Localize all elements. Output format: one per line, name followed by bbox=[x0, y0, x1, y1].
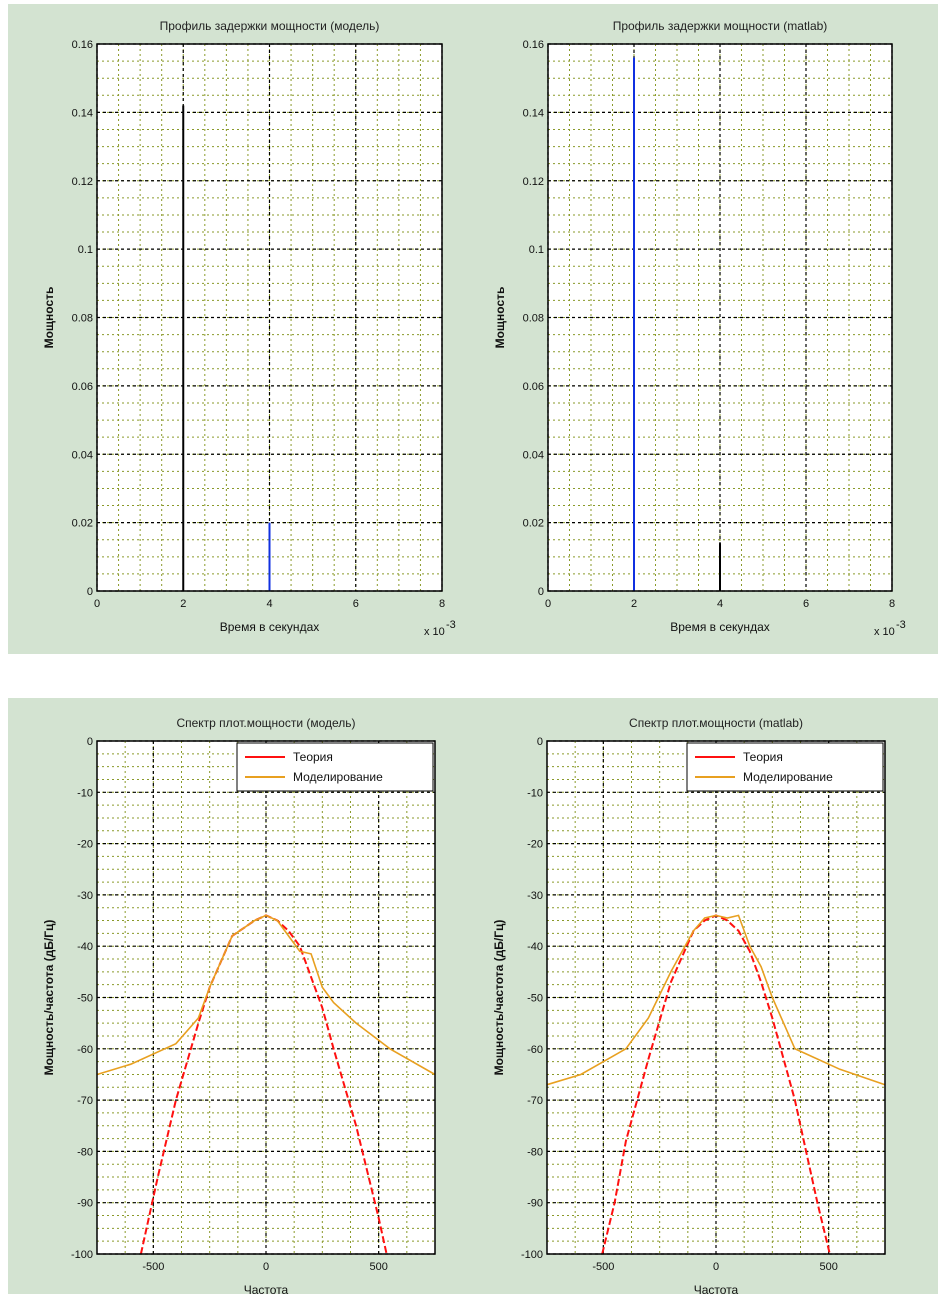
x-tick-label: 6 bbox=[353, 598, 359, 610]
y-tick-label: 0.1 bbox=[78, 244, 93, 256]
chart-3: 0 -10 -20 -30 -40 -50 -60 -70 -80 -90 -100 -500 0 500… bbox=[42, 716, 436, 1297]
x-tick-label: 8 bbox=[889, 598, 895, 610]
x-axis-label: Частота bbox=[694, 1283, 739, 1297]
legend-label-2: Моделирование bbox=[293, 770, 383, 784]
y-tick-label: 0.06 bbox=[523, 381, 544, 393]
series-line-2 bbox=[546, 914, 886, 1086]
y-tick-label: 0.02 bbox=[72, 518, 93, 530]
legend-box bbox=[236, 742, 434, 792]
y-axis-label: Мощность bbox=[493, 287, 507, 349]
x-tick-label: 500 bbox=[369, 1261, 387, 1273]
legend-box bbox=[686, 742, 884, 792]
y-tick-label: -80 bbox=[77, 1146, 93, 1158]
y-tick-label: 0.02 bbox=[523, 518, 544, 530]
y-tick-label: -80 bbox=[527, 1146, 543, 1158]
x-tick-label: 0 bbox=[545, 598, 551, 610]
x-tick-label: 4 bbox=[717, 598, 723, 610]
y-tick-label: -20 bbox=[527, 839, 543, 851]
x-tick-label: 2 bbox=[180, 598, 186, 610]
y-tick-label: 0 bbox=[87, 736, 93, 748]
x-tick-label: 0 bbox=[94, 598, 100, 610]
y-tick-label: 0.16 bbox=[72, 39, 93, 51]
y-tick-label: 0.06 bbox=[72, 381, 93, 393]
data-marks bbox=[182, 105, 271, 591]
y-tick-label: -100 bbox=[71, 1249, 93, 1261]
y-tick-label: -10 bbox=[527, 787, 543, 799]
legend: Теория Моделирование bbox=[236, 742, 434, 792]
y-tick-label: -10 bbox=[77, 787, 93, 799]
y-tick-label: 0.04 bbox=[523, 449, 544, 461]
x-axis-label: Время в секундах bbox=[670, 620, 770, 634]
x-multiplier-exponent: -3 bbox=[446, 619, 456, 631]
y-tick-label: 0 bbox=[87, 586, 93, 598]
series-line-1 bbox=[601, 914, 831, 1255]
data-marks bbox=[633, 57, 721, 591]
y-tick-label: -50 bbox=[77, 993, 93, 1005]
legend-label-1: Теория bbox=[743, 750, 783, 764]
y-tick-label: -60 bbox=[527, 1044, 543, 1056]
y-tick-label: 0.14 bbox=[72, 107, 93, 119]
y-tick-label: -30 bbox=[77, 890, 93, 902]
x-tick-label: 8 bbox=[439, 598, 445, 610]
data-marks bbox=[96, 914, 436, 1255]
x-tick-label: -500 bbox=[142, 1261, 164, 1273]
chart-title: Спектр плот.мощности (модель) bbox=[176, 716, 355, 730]
y-tick-label: -90 bbox=[77, 1198, 93, 1210]
axes-frame bbox=[96, 43, 443, 592]
axes-frame bbox=[96, 740, 436, 1255]
y-tick-label: 0.14 bbox=[523, 107, 544, 119]
x-multiplier: x 10 bbox=[424, 626, 445, 638]
y-tick-label: -30 bbox=[527, 890, 543, 902]
chart-title: Профиль задержки мощности (matlab) bbox=[613, 19, 828, 33]
y-tick-label: 0 bbox=[537, 736, 543, 748]
x-multiplier-exponent: -3 bbox=[896, 619, 906, 631]
chart-title: Спектр плот.мощности (matlab) bbox=[629, 716, 803, 730]
y-tick-label: 0.12 bbox=[523, 176, 544, 188]
legend-label-1: Теория bbox=[293, 750, 333, 764]
axes-frame bbox=[546, 740, 886, 1255]
x-axis-label: Частота bbox=[244, 1283, 289, 1297]
legend: Теория Моделирование bbox=[686, 742, 884, 792]
y-tick-label: 0 bbox=[538, 586, 544, 598]
y-tick-label: -20 bbox=[77, 839, 93, 851]
y-tick-label: -40 bbox=[527, 941, 543, 953]
y-axis-label: Мощность bbox=[42, 287, 56, 349]
y-tick-label: -50 bbox=[527, 993, 543, 1005]
x-axis-label: Время в секундах bbox=[220, 620, 320, 634]
chart-4: 0 -10 -20 -30 -40 -50 -60 -70 -80 -90 -100 -500 0 500… bbox=[492, 716, 886, 1297]
series-line-2 bbox=[96, 914, 436, 1076]
y-tick-label: 0.16 bbox=[523, 39, 544, 51]
x-tick-label: 0 bbox=[713, 1261, 719, 1273]
y-tick-label: 0.04 bbox=[72, 449, 93, 461]
y-axis-label: Мощность/частота (дБ/Гц) bbox=[492, 920, 506, 1076]
y-axis-label: Мощность/частота (дБ/Гц) bbox=[42, 920, 56, 1076]
legend-label-2: Моделирование bbox=[743, 770, 833, 784]
y-tick-label: -90 bbox=[527, 1198, 543, 1210]
y-tick-label: 0.08 bbox=[523, 313, 544, 325]
x-multiplier: x 10 bbox=[874, 626, 895, 638]
chart-1: 0 0.02 0.04 0.06 0.08 0.1 0.12 0.14 0.16 0 2 4 6 8 Про… bbox=[42, 19, 456, 638]
y-tick-label: -70 bbox=[527, 1095, 543, 1107]
chart-2: 0 0.02 0.04 0.06 0.08 0.1 0.12 0.14 0.16 0 2 4 6 8 Про… bbox=[493, 19, 906, 638]
y-tick-label: -60 bbox=[77, 1044, 93, 1056]
data-marks bbox=[546, 914, 886, 1255]
x-tick-label: 500 bbox=[819, 1261, 837, 1273]
chart-title: Профиль задержки мощности (модель) bbox=[160, 19, 380, 33]
x-tick-label: -500 bbox=[592, 1261, 614, 1273]
y-tick-label: -100 bbox=[521, 1249, 543, 1261]
x-tick-label: 6 bbox=[803, 598, 809, 610]
x-tick-label: 0 bbox=[263, 1261, 269, 1273]
y-tick-label: 0.1 bbox=[529, 244, 544, 256]
axes-frame bbox=[547, 43, 893, 592]
x-tick-label: 2 bbox=[631, 598, 637, 610]
y-tick-label: -70 bbox=[77, 1095, 93, 1107]
x-tick-label: 4 bbox=[266, 598, 272, 610]
y-tick-label: -40 bbox=[77, 941, 93, 953]
y-tick-label: 0.08 bbox=[72, 313, 93, 325]
y-tick-label: 0.12 bbox=[72, 176, 93, 188]
